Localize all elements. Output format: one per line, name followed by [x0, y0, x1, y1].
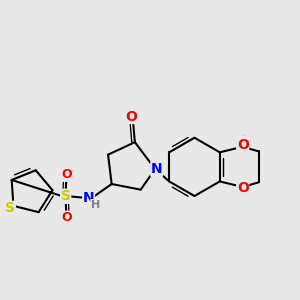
Text: S: S — [61, 189, 71, 203]
Text: N: N — [83, 191, 94, 205]
Text: O: O — [61, 211, 72, 224]
Text: N: N — [151, 162, 163, 176]
Text: O: O — [125, 110, 137, 124]
Text: O: O — [61, 168, 72, 181]
Text: S: S — [5, 201, 15, 215]
Text: O: O — [237, 138, 249, 152]
Text: H: H — [91, 200, 100, 210]
Text: O: O — [237, 182, 249, 196]
